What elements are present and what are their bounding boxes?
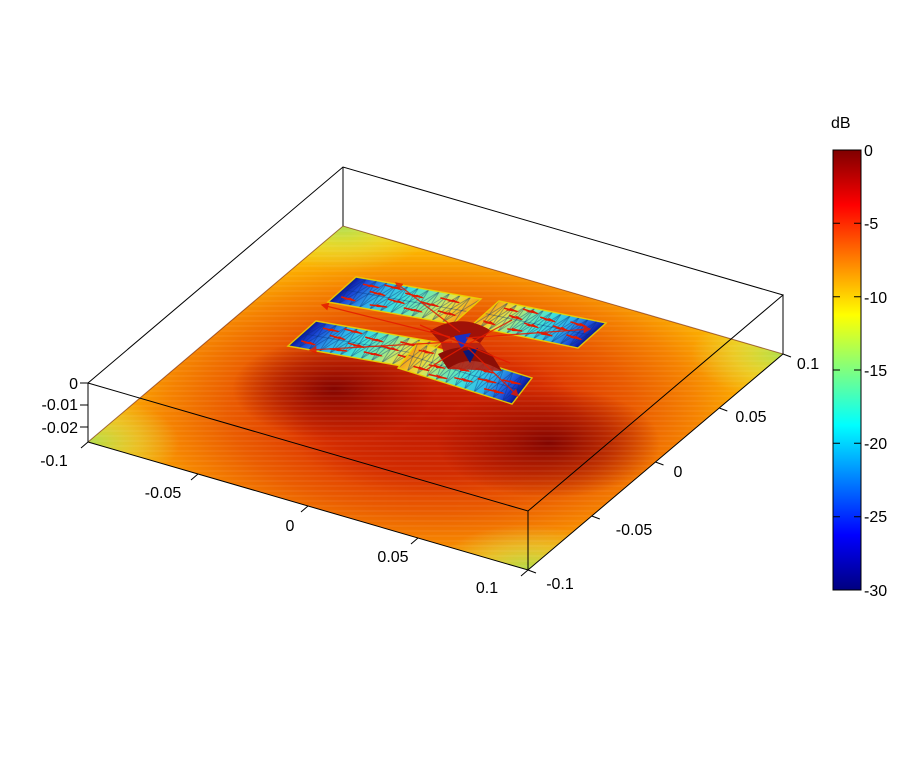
y-tick-label: -0.1: [546, 576, 574, 593]
surface-shading-bands: [88, 226, 783, 570]
z-tick-label: -0.02: [42, 420, 79, 437]
feed-gap-patch: [463, 348, 478, 363]
antenna-mesh: [288, 277, 606, 404]
colorbar-tick-label: 0: [864, 143, 873, 160]
current-arrows: [308, 282, 592, 397]
z-axis-tick-labels: 0 -0.01 -0.02: [42, 376, 79, 437]
x-tick-label: 0.05: [377, 549, 408, 566]
antenna-arm-right: [471, 301, 606, 348]
colorbar-tick-label: -25: [864, 509, 887, 526]
antenna-feed-funnel: [419, 319, 513, 371]
z-tick-label: 0: [69, 376, 78, 393]
x-axis-tick-labels: -0.1 -0.05 0 0.05 0.1: [40, 453, 498, 597]
y-tick-label: -0.05: [616, 522, 653, 539]
feed-gap-patch: [454, 333, 471, 349]
surface-plate: [87, 225, 784, 570]
y-tick-label: 0.1: [797, 356, 819, 373]
colorbar-ticks: [833, 222, 861, 518]
z-axis-ticks: [80, 382, 88, 428]
x-tick-label: 0.1: [476, 580, 498, 597]
x-tick-label: -0.1: [40, 453, 68, 470]
y-axis-tick-labels: -0.1 -0.05 0 0.05 0.1: [546, 356, 819, 593]
axes-box: [80, 166, 792, 577]
colorbar-tick-label: -15: [864, 363, 887, 380]
colorbar: dB 0 -5 -10 -15 -20 -25 -30: [831, 115, 887, 600]
colorbar-tick-label: -10: [864, 290, 887, 307]
x-axis-ticks: [80, 441, 529, 577]
colorbar-tick-labels: 0 -5 -10 -15 -20 -25 -30: [864, 143, 887, 600]
colorbar-tick-label: -20: [864, 436, 887, 453]
colorbar-tick-label: -5: [864, 216, 878, 233]
colorbar-tick-label: -30: [864, 583, 887, 600]
y-axis-ticks: [527, 353, 792, 574]
axes-box-vertical-edges: [87, 167, 784, 570]
antenna-arm-top: [328, 277, 481, 324]
colorbar-title: dB: [831, 115, 851, 132]
x-tick-label: -0.05: [145, 485, 182, 502]
y-tick-label: 0.05: [735, 409, 766, 426]
z-tick-label: -0.01: [42, 397, 79, 414]
y-tick-label: 0: [674, 464, 683, 481]
x-tick-label: 0: [286, 518, 295, 535]
